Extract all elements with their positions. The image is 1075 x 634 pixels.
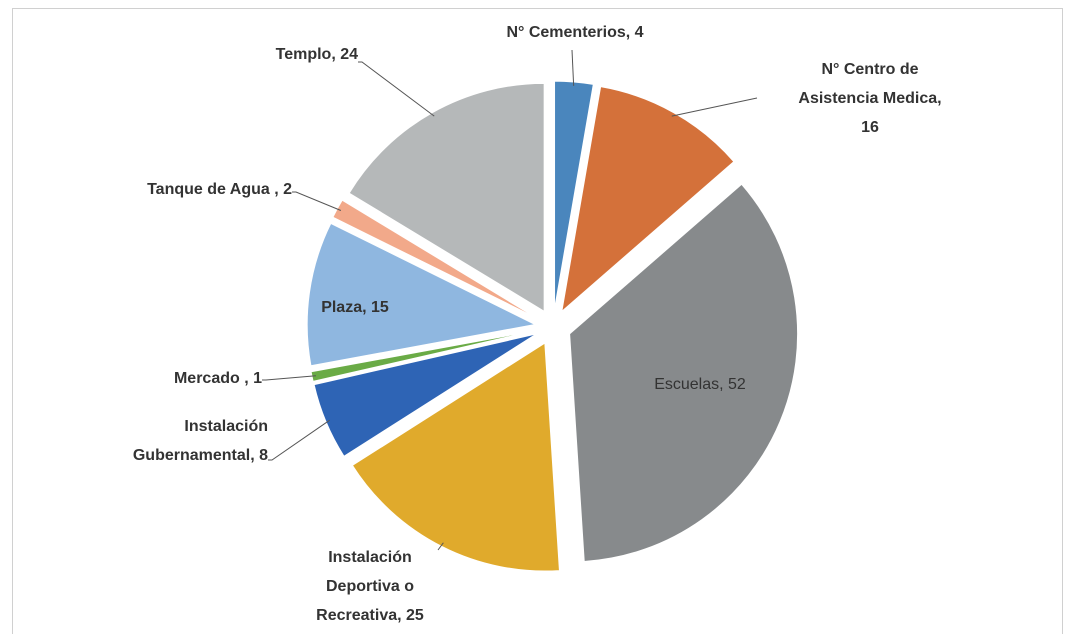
pie-slice: [306, 222, 537, 367]
pie-slice: [569, 183, 799, 562]
data-label: Plaza, 15: [321, 299, 389, 316]
data-label: Tanque de Agua , 2: [147, 181, 292, 198]
leader-line: [358, 61, 435, 117]
pie-slice: [313, 333, 537, 457]
leader-line: [268, 419, 330, 461]
leader-line: [437, 542, 444, 551]
leader-line: [671, 97, 758, 117]
data-label: Escuelas, 52: [654, 376, 746, 393]
pie-slice: [348, 82, 545, 313]
data-label: Instalación Deportiva o Recreativa, 25: [316, 549, 424, 624]
data-label: N° Cementerios, 4: [506, 24, 643, 41]
pie-slice: [561, 86, 735, 313]
data-label: Mercado , 1: [174, 370, 262, 387]
pie-slice: [554, 80, 594, 310]
data-label: Instalación Gubernamental, 8: [133, 418, 268, 464]
leader-line: [571, 49, 575, 86]
pie-slice: [351, 342, 560, 572]
leader-line: [292, 191, 342, 211]
leader-line: [262, 375, 317, 381]
data-label: Templo, 24: [276, 46, 358, 63]
data-label: N° Centro de Asistencia Medica, 16: [798, 61, 941, 136]
